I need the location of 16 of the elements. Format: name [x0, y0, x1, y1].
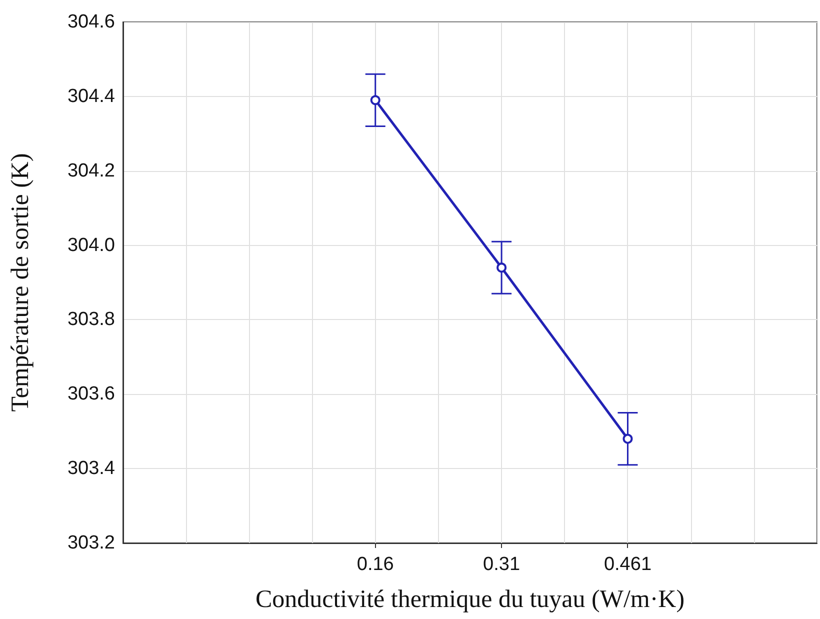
y-axis-title: Température de sortie (K) [7, 153, 34, 412]
y-tick-label: 304.4 [67, 86, 116, 107]
y-tick-label: 304.0 [67, 234, 115, 256]
y-tick-label: 304.2 [67, 160, 115, 182]
y-tick-label: 303.2 [67, 532, 115, 554]
y-tick-label: 304.6 [67, 12, 115, 32]
x-tick-label: 0.31 [483, 554, 520, 575]
y-tick-label: 303.8 [67, 309, 115, 330]
x-tick-label: 0.461 [604, 554, 652, 575]
point [622, 434, 633, 444]
y-tick-label: 303.6 [67, 384, 115, 405]
y-tick-label: 303.4 [67, 458, 116, 480]
x-axis-title: Conductivité thermique du tuyau (W/m·K) [255, 586, 685, 613]
point [496, 262, 507, 273]
point [370, 95, 380, 106]
x-tick-label: 0.16 [356, 554, 394, 575]
